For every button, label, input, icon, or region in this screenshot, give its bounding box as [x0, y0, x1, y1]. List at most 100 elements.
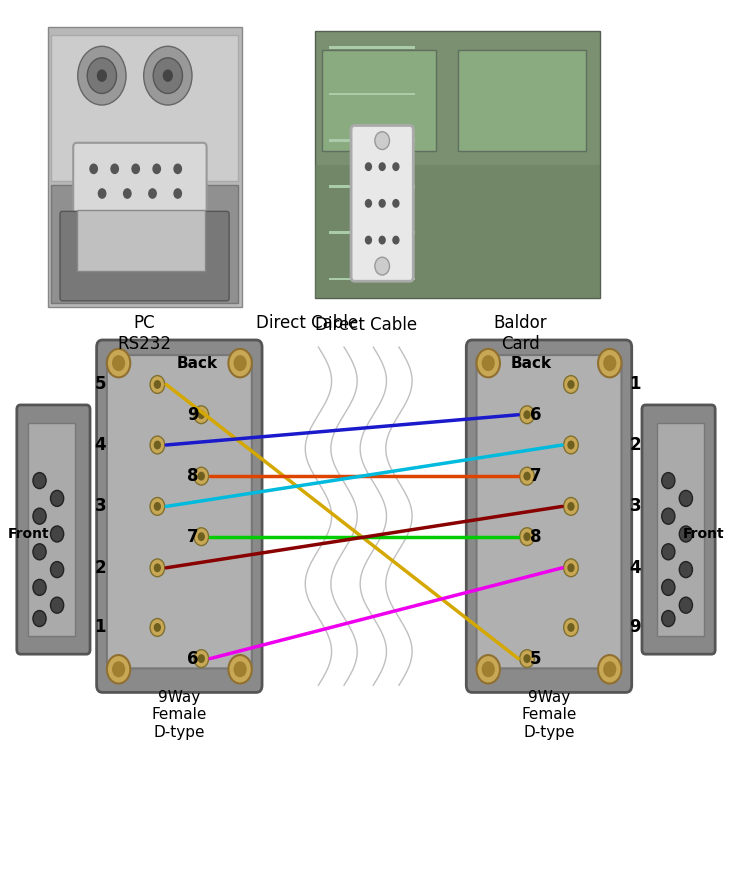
Circle shape	[662, 579, 675, 595]
Circle shape	[477, 349, 500, 377]
Circle shape	[679, 597, 692, 613]
Bar	[458, 50, 586, 151]
Circle shape	[523, 654, 531, 663]
Text: 8: 8	[187, 467, 198, 485]
Bar	[51, 35, 238, 181]
Circle shape	[662, 508, 675, 524]
Circle shape	[163, 69, 173, 82]
Text: Back: Back	[177, 356, 218, 371]
Circle shape	[97, 69, 107, 82]
Text: 4: 4	[630, 559, 641, 577]
Circle shape	[107, 655, 130, 684]
Circle shape	[564, 436, 578, 454]
Circle shape	[150, 498, 165, 515]
Text: 1: 1	[630, 376, 641, 393]
Text: 5: 5	[530, 650, 542, 668]
Circle shape	[234, 661, 247, 677]
Circle shape	[111, 164, 119, 174]
Text: 3: 3	[94, 498, 106, 515]
Circle shape	[477, 655, 500, 684]
Circle shape	[520, 650, 534, 668]
FancyBboxPatch shape	[477, 355, 621, 668]
FancyBboxPatch shape	[642, 405, 715, 654]
Circle shape	[154, 563, 161, 572]
Bar	[51, 185, 238, 303]
Circle shape	[150, 619, 165, 636]
Circle shape	[520, 467, 534, 485]
Circle shape	[198, 472, 205, 481]
Bar	[315, 165, 600, 298]
FancyBboxPatch shape	[97, 340, 262, 692]
Circle shape	[375, 132, 389, 150]
Circle shape	[123, 188, 132, 198]
Circle shape	[679, 562, 692, 578]
Circle shape	[194, 528, 209, 546]
Circle shape	[662, 611, 675, 627]
Circle shape	[482, 661, 495, 677]
Circle shape	[679, 526, 692, 542]
Circle shape	[520, 528, 534, 546]
Circle shape	[51, 597, 64, 613]
Circle shape	[33, 508, 46, 524]
Circle shape	[564, 559, 578, 577]
Circle shape	[523, 472, 531, 481]
Circle shape	[228, 349, 252, 377]
Bar	[48, 27, 242, 307]
Circle shape	[153, 58, 182, 93]
Circle shape	[567, 623, 575, 632]
Circle shape	[51, 526, 64, 542]
Circle shape	[567, 441, 575, 449]
Circle shape	[107, 349, 130, 377]
Text: 6: 6	[187, 650, 198, 668]
Circle shape	[154, 441, 161, 449]
Circle shape	[112, 355, 125, 371]
Circle shape	[194, 650, 209, 668]
FancyBboxPatch shape	[60, 211, 229, 301]
Circle shape	[194, 467, 209, 485]
Text: 2: 2	[94, 559, 106, 577]
Circle shape	[194, 406, 209, 424]
Bar	[77, 210, 205, 271]
Bar	[657, 423, 704, 636]
Circle shape	[598, 349, 621, 377]
Bar	[329, 93, 415, 95]
Circle shape	[78, 46, 126, 105]
Circle shape	[234, 355, 247, 371]
Text: 2: 2	[630, 436, 641, 454]
Circle shape	[97, 188, 106, 198]
Text: Direct Cable: Direct Cable	[315, 316, 417, 334]
Circle shape	[143, 46, 192, 105]
Text: Front: Front	[7, 527, 49, 541]
Circle shape	[154, 380, 161, 389]
Circle shape	[150, 559, 165, 577]
Circle shape	[228, 655, 252, 684]
Circle shape	[173, 164, 182, 174]
Text: 7: 7	[187, 528, 198, 546]
Text: 1: 1	[94, 619, 106, 636]
Text: 9Way
Female
D-type: 9Way Female D-type	[521, 690, 577, 740]
Circle shape	[564, 619, 578, 636]
Circle shape	[564, 376, 578, 393]
Text: 9: 9	[630, 619, 641, 636]
Circle shape	[198, 532, 205, 541]
Circle shape	[33, 611, 46, 627]
Circle shape	[378, 162, 386, 171]
Circle shape	[33, 579, 46, 595]
FancyBboxPatch shape	[107, 355, 252, 668]
Text: Baldor
Card: Baldor Card	[493, 314, 547, 353]
Bar	[329, 139, 415, 142]
Circle shape	[152, 164, 161, 174]
Text: 5: 5	[94, 376, 106, 393]
Circle shape	[662, 544, 675, 560]
Circle shape	[567, 563, 575, 572]
Circle shape	[173, 188, 182, 198]
Circle shape	[154, 502, 161, 511]
Circle shape	[567, 380, 575, 389]
Bar	[329, 278, 415, 280]
Circle shape	[567, 502, 575, 511]
Circle shape	[89, 164, 98, 174]
Circle shape	[392, 198, 400, 207]
Text: 6: 6	[530, 406, 542, 424]
FancyBboxPatch shape	[73, 142, 206, 214]
Circle shape	[198, 654, 205, 663]
